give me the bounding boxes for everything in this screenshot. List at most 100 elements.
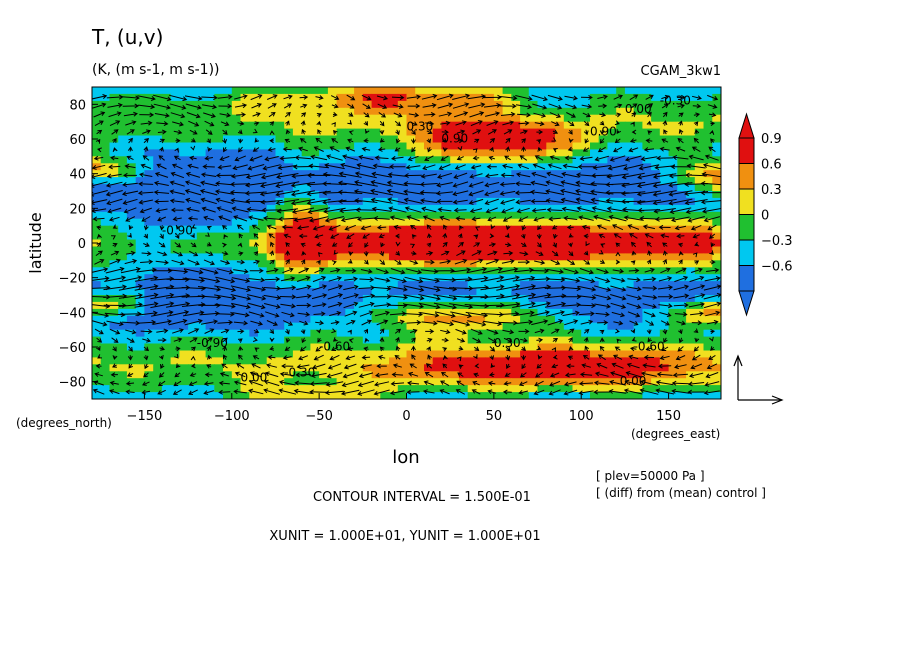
heatmap-cell bbox=[467, 343, 477, 351]
heatmap-cell bbox=[100, 142, 110, 150]
wind-arrow bbox=[330, 95, 340, 100]
heatmap-cell bbox=[275, 114, 285, 123]
heatmap-cell bbox=[231, 336, 242, 345]
heatmap-cell bbox=[109, 107, 119, 116]
heatmap-cell bbox=[100, 274, 110, 282]
heatmap-cell bbox=[607, 107, 617, 116]
heatmap-cell bbox=[319, 135, 329, 143]
heatmap-cell bbox=[310, 281, 320, 289]
heatmap-cell bbox=[668, 329, 678, 338]
wind-arrow bbox=[252, 147, 260, 152]
wind-arrow bbox=[646, 241, 652, 248]
heatmap-cell bbox=[310, 385, 320, 393]
heatmap-cell bbox=[336, 253, 346, 261]
heatmap-cell bbox=[520, 260, 530, 268]
heatmap-cell bbox=[424, 385, 434, 393]
heatmap-cell bbox=[301, 357, 311, 365]
heatmap-cell bbox=[336, 100, 346, 109]
wind-arrow bbox=[395, 241, 401, 247]
wind-arrow bbox=[140, 120, 153, 126]
heatmap-cell bbox=[380, 274, 390, 282]
heatmap-cell bbox=[651, 204, 661, 213]
heatmap-cell bbox=[476, 274, 486, 282]
wind-arrow bbox=[600, 243, 606, 248]
heatmap-cell bbox=[677, 142, 687, 150]
wind-arrow bbox=[182, 277, 206, 283]
heatmap-cell bbox=[161, 301, 172, 310]
heatmap-cell bbox=[485, 329, 495, 338]
heatmap-cell bbox=[161, 378, 172, 386]
wind-arrow bbox=[283, 103, 293, 109]
wind-arrow bbox=[597, 320, 609, 326]
heatmap-cell bbox=[528, 142, 539, 150]
wind-arrow bbox=[480, 275, 505, 283]
heatmap-cell bbox=[563, 357, 574, 365]
wind-arrow bbox=[457, 146, 463, 152]
wind-arrow bbox=[502, 163, 513, 169]
heatmap-cell bbox=[362, 392, 373, 399]
wind-arrow bbox=[269, 250, 275, 256]
heatmap-cell bbox=[563, 142, 574, 150]
wind-arrow bbox=[424, 155, 434, 161]
heatmap-cell bbox=[161, 295, 172, 303]
heatmap-cell bbox=[467, 128, 477, 137]
heatmap-cell bbox=[598, 281, 608, 289]
heatmap-cell bbox=[624, 93, 635, 102]
wind-arrow bbox=[694, 241, 700, 247]
heatmap-cell bbox=[319, 114, 329, 123]
heatmap-cell bbox=[694, 121, 705, 130]
wind-arrow bbox=[687, 381, 705, 387]
wind-arrow bbox=[484, 190, 500, 197]
wind-arrow bbox=[674, 311, 688, 317]
heatmap-cell bbox=[651, 336, 661, 345]
heatmap-cell bbox=[118, 197, 128, 206]
heatmap-cell bbox=[118, 211, 128, 220]
heatmap-cell bbox=[161, 121, 172, 130]
wind-arrow bbox=[405, 164, 421, 170]
heatmap-cell bbox=[92, 149, 102, 157]
heatmap-cell bbox=[153, 225, 163, 234]
heatmap-cell bbox=[441, 322, 451, 331]
heatmap-cell bbox=[153, 301, 163, 310]
wind-arrow bbox=[566, 259, 576, 265]
heatmap-cell bbox=[686, 357, 696, 365]
wind-arrow bbox=[409, 259, 419, 265]
wind-arrow bbox=[387, 197, 408, 205]
wind-arrow bbox=[314, 267, 325, 274]
heatmap-cell bbox=[336, 163, 346, 171]
wind-arrow bbox=[333, 129, 338, 135]
wind-arrow bbox=[285, 120, 290, 126]
heatmap-cell bbox=[712, 357, 721, 365]
heatmap-cell bbox=[196, 93, 207, 102]
heatmap-cell bbox=[624, 211, 635, 220]
wind-arrow bbox=[583, 250, 589, 256]
y-axis-label: latitude bbox=[26, 212, 45, 273]
heatmap-cell bbox=[520, 281, 530, 289]
wind-arrow bbox=[373, 302, 392, 308]
heatmap-cell bbox=[694, 232, 705, 241]
wind-arrow bbox=[215, 197, 234, 204]
heatmap-cell bbox=[118, 100, 128, 109]
heatmap-cell bbox=[135, 364, 145, 372]
heatmap-cell bbox=[424, 253, 434, 261]
heatmap-cell bbox=[389, 87, 399, 95]
wind-arrow bbox=[652, 198, 677, 206]
heatmap-cell bbox=[520, 211, 530, 220]
heatmap-cell bbox=[389, 197, 399, 206]
wind-arrow bbox=[596, 224, 607, 230]
heatmap-cell bbox=[651, 239, 661, 247]
heatmap-cell bbox=[135, 100, 145, 109]
wind-arrow bbox=[709, 130, 715, 135]
heatmap-cell bbox=[231, 197, 242, 206]
heatmap-cell bbox=[397, 177, 408, 185]
wind-arrow bbox=[419, 181, 438, 187]
wind-arrow bbox=[575, 197, 597, 205]
wind-arrow bbox=[521, 355, 527, 361]
heatmap-cell bbox=[598, 211, 608, 220]
heatmap-cell bbox=[126, 87, 137, 95]
heatmap-cell bbox=[179, 218, 189, 227]
heatmap-cell bbox=[572, 343, 582, 351]
wind-arrow bbox=[112, 147, 118, 153]
heatmap-cell bbox=[354, 100, 364, 109]
heatmap-cell bbox=[555, 93, 565, 102]
